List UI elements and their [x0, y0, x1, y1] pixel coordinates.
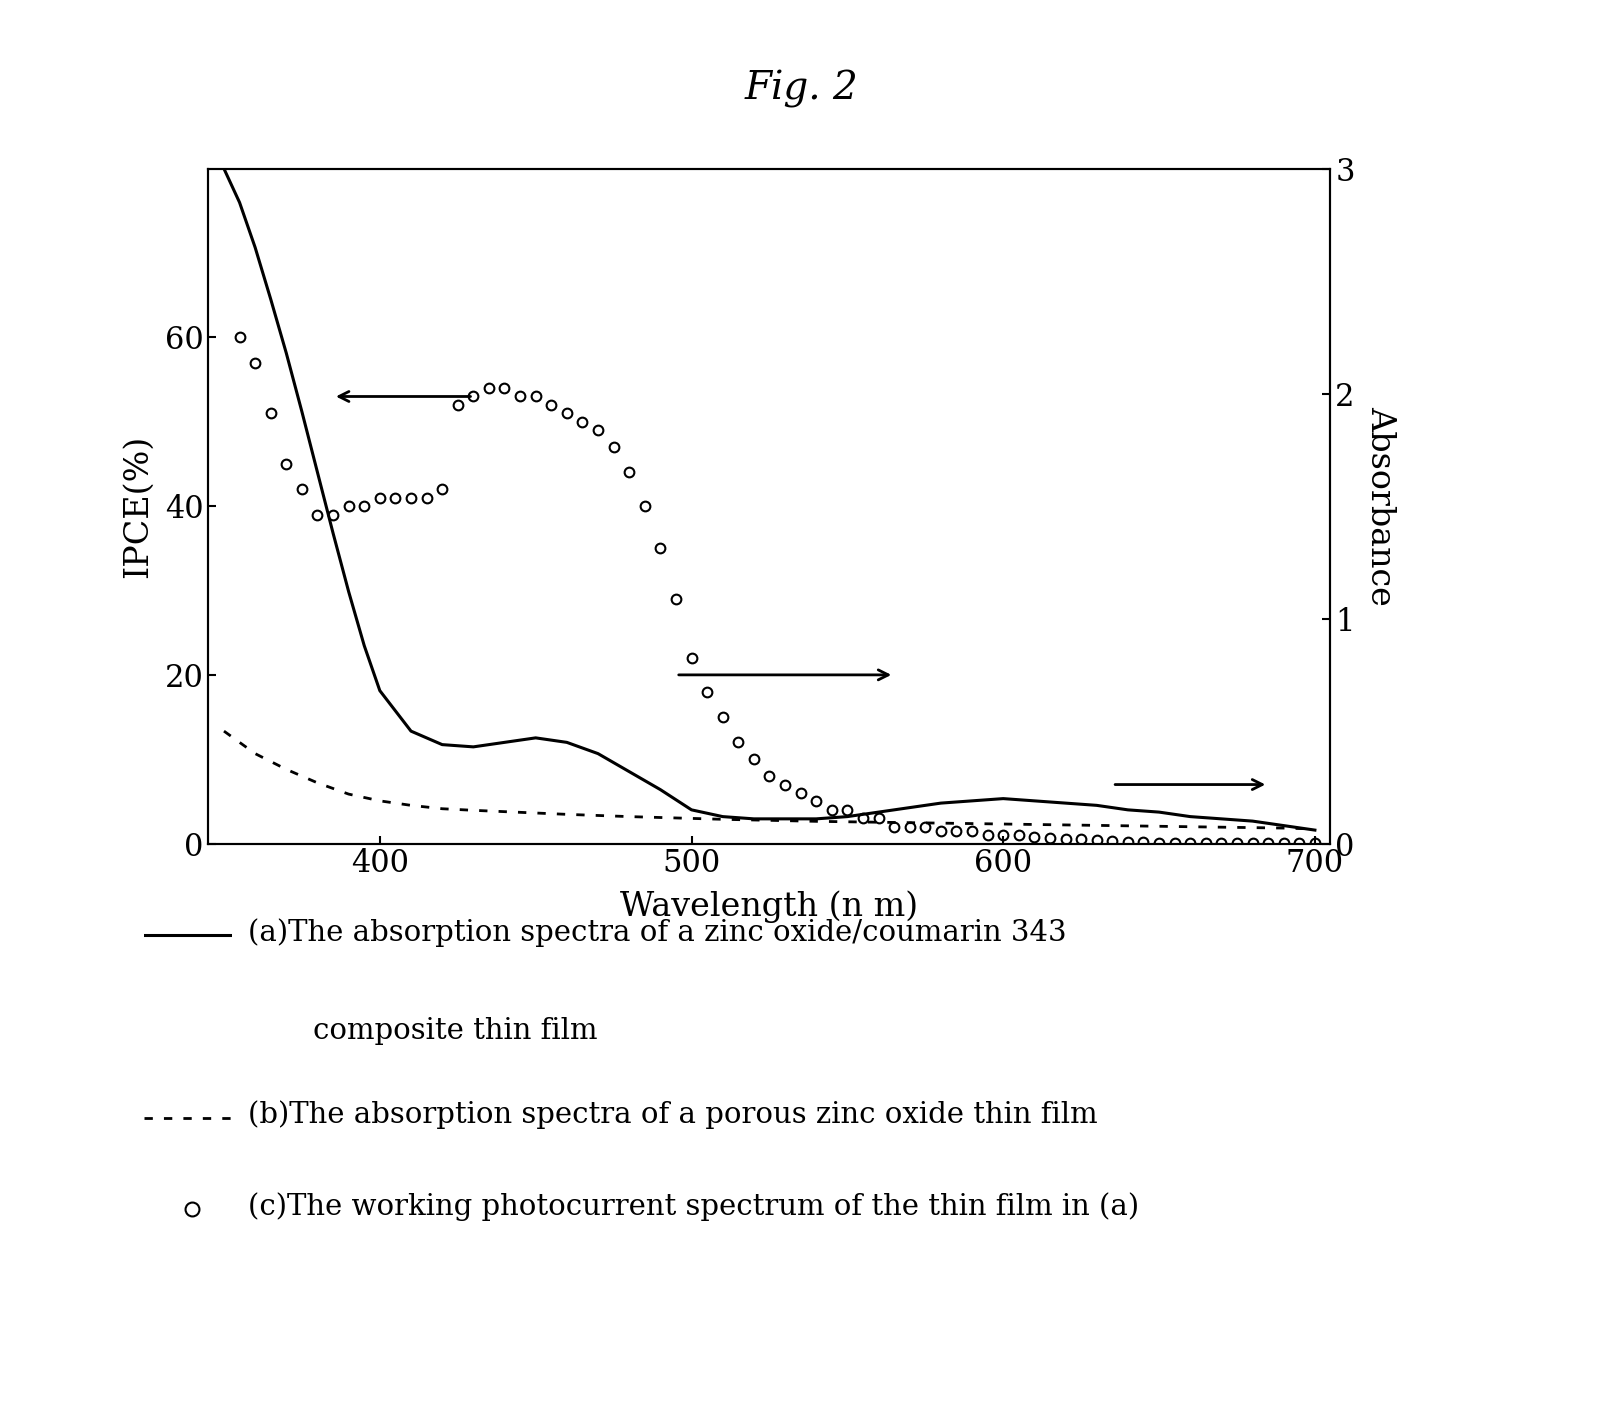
X-axis label: Wavelength (n m): Wavelength (n m): [620, 890, 919, 924]
Text: composite thin film: composite thin film: [313, 1017, 596, 1045]
Text: Fig. 2: Fig. 2: [745, 70, 858, 108]
Text: (b)The absorption spectra of a porous zinc oxide thin film: (b)The absorption spectra of a porous zi…: [248, 1101, 1098, 1129]
Text: (a)The absorption spectra of a zinc oxide/coumarin 343: (a)The absorption spectra of a zinc oxid…: [248, 918, 1068, 946]
Y-axis label: IPCE(%): IPCE(%): [122, 434, 154, 578]
Y-axis label: Absorbance: Absorbance: [1364, 406, 1396, 606]
Text: (c)The working photocurrent spectrum of the thin film in (a): (c)The working photocurrent spectrum of …: [248, 1192, 1140, 1220]
